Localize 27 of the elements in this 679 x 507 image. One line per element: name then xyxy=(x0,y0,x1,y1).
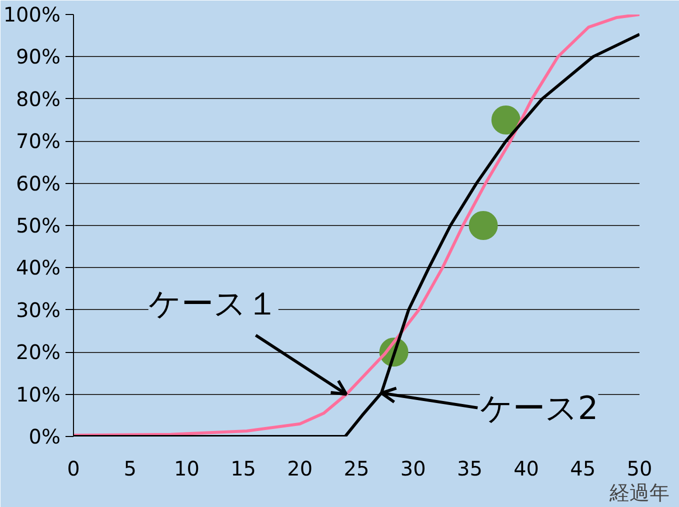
x-tick-label: 50 xyxy=(626,456,652,480)
y-tick-label: 60% xyxy=(16,171,60,196)
x-tick-label: 10 xyxy=(174,456,200,480)
y-tick-label: 40% xyxy=(16,256,60,280)
x-axis-title: 経過年 xyxy=(608,480,670,504)
x-tick-label: 0 xyxy=(67,456,80,480)
y-tick-label: 100% xyxy=(3,2,61,26)
y-tick-label: 50% xyxy=(16,214,60,238)
y-tick-label: 80% xyxy=(16,86,60,111)
y-tick-label: 30% xyxy=(16,298,60,322)
y-tick-label: 0% xyxy=(28,424,61,448)
point xyxy=(491,106,520,134)
x-tick-label: 25 xyxy=(344,456,370,480)
x-tick-label: 20 xyxy=(287,456,313,480)
y-tick-label: 10% xyxy=(16,382,60,406)
x-tick-label: 5 xyxy=(124,456,136,480)
y-tick-label: 20% xyxy=(16,340,60,364)
x-tick-label: 30 xyxy=(400,456,426,480)
x-tick-label: 15 xyxy=(230,456,256,480)
x-tick-label: 45 xyxy=(570,456,596,480)
y-tick-label: 70% xyxy=(16,129,60,154)
y-tick-label: 90% xyxy=(16,44,60,69)
x-tick-label: 35 xyxy=(456,456,482,480)
annotation: ケース１ xyxy=(148,284,278,323)
annotation: ケース2 xyxy=(480,388,598,427)
point xyxy=(468,211,498,240)
x-tick-label: 40 xyxy=(514,456,540,480)
